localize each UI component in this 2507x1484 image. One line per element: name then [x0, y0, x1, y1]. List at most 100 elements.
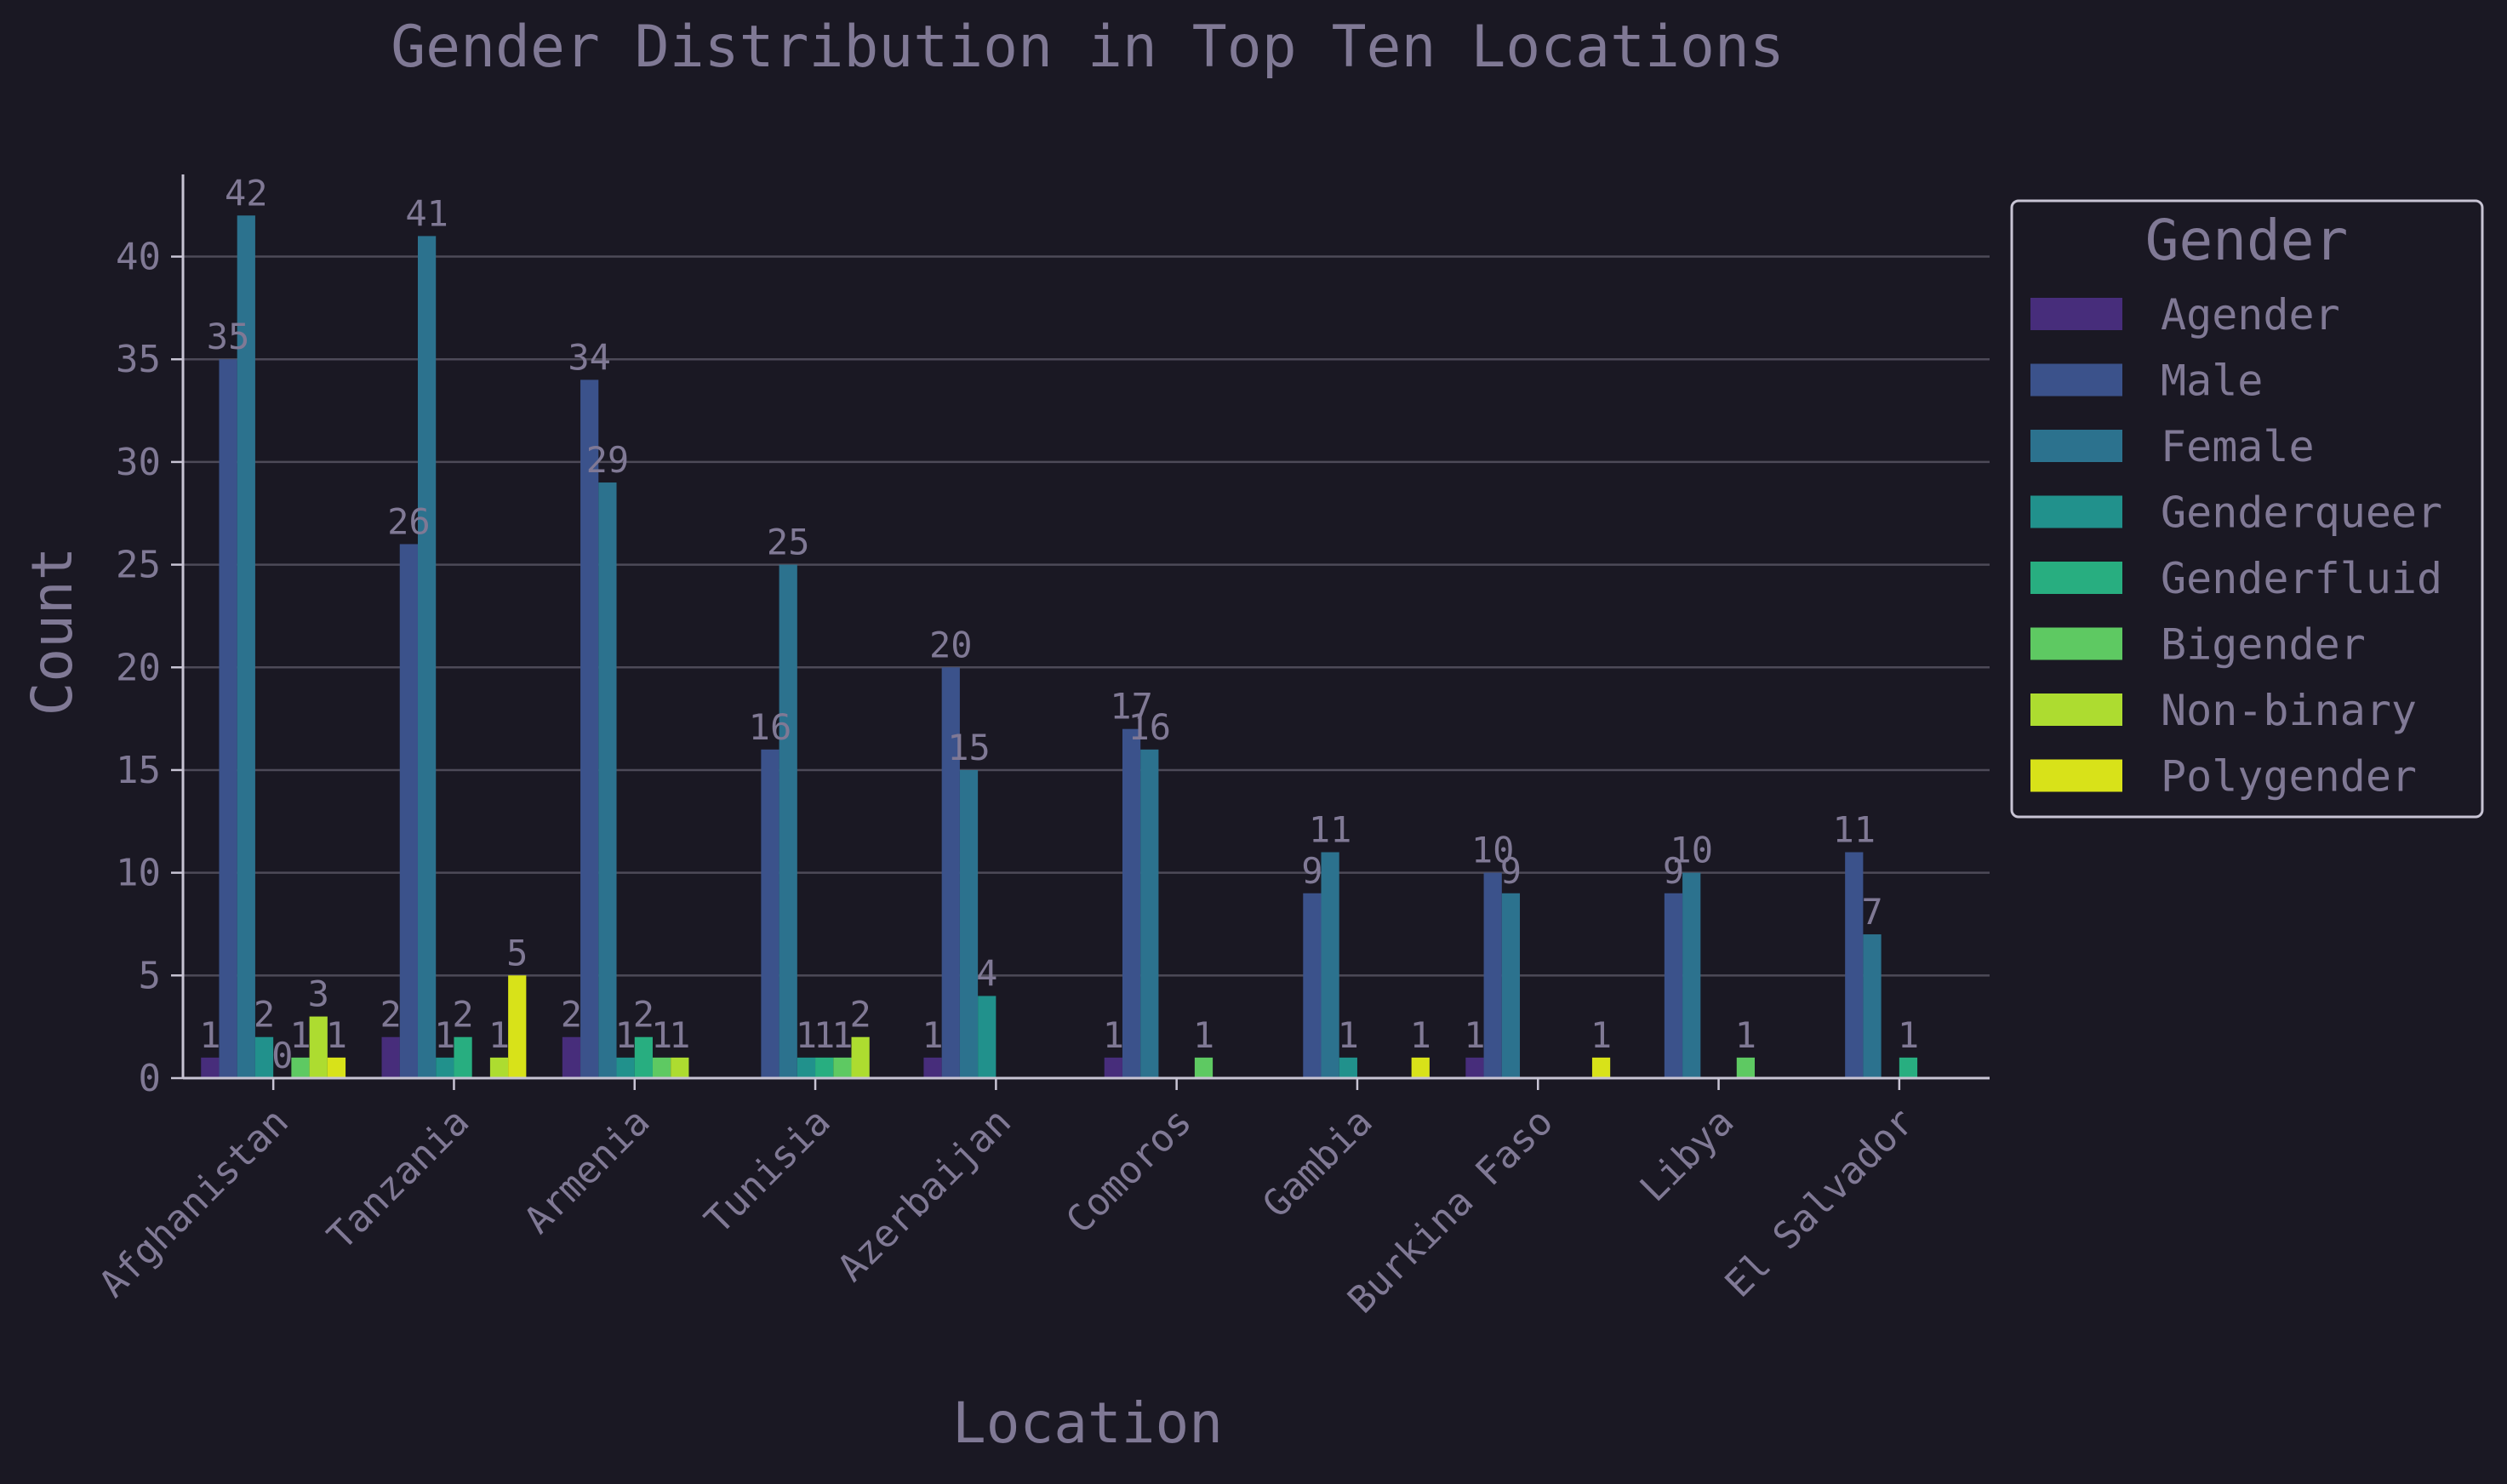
- y-tick-label: 40: [116, 236, 161, 279]
- legend-title: Gender: [2145, 208, 2348, 273]
- legend: Gender Agender Male Female Genderqueer Gende…: [2010, 199, 2484, 819]
- data-label: 15: [947, 727, 991, 768]
- data-label: 1: [1338, 1014, 1359, 1056]
- bar: [1899, 1057, 1918, 1078]
- legend-label: Bigender: [2161, 620, 2366, 670]
- data-label: 42: [225, 172, 268, 214]
- data-label: 35: [207, 316, 250, 357]
- data-label: 9: [1500, 850, 1522, 892]
- data-label: 1: [1464, 1014, 1485, 1056]
- bar: [923, 1057, 942, 1078]
- legend-label: Non-binary: [2161, 686, 2417, 735]
- bar: [219, 359, 237, 1078]
- data-label: 2: [849, 994, 871, 1036]
- data-label: 2: [254, 994, 275, 1036]
- bar: [1736, 1057, 1756, 1078]
- bar: [237, 215, 255, 1079]
- bar: [1501, 893, 1521, 1078]
- data-label: 10: [1670, 830, 1713, 871]
- data-label: 25: [767, 522, 810, 563]
- data-label: 1: [434, 1014, 455, 1056]
- legend-label: Agender: [2161, 290, 2340, 340]
- bar: [761, 749, 780, 1078]
- data-label: 2: [452, 994, 473, 1036]
- legend-label: Female: [2161, 422, 2315, 471]
- y-tick-label: 0: [139, 1057, 162, 1100]
- bar: [1104, 1057, 1122, 1078]
- data-label: 1: [1193, 1014, 1214, 1056]
- data-label: 1: [1410, 1014, 1431, 1056]
- y-tick-label: 35: [116, 338, 161, 381]
- data-label: 17: [1110, 686, 1153, 728]
- data-label: 2: [633, 994, 654, 1036]
- data-label: 34: [568, 336, 611, 378]
- bar: [417, 236, 437, 1079]
- data-label: 1: [922, 1014, 943, 1056]
- y-tick-label: 20: [116, 646, 161, 689]
- bar: [309, 1016, 328, 1078]
- legend-swatch: [2030, 627, 2122, 660]
- bar: [797, 1057, 816, 1078]
- legend-swatch: [2030, 363, 2122, 397]
- grid-lines: [183, 255, 1990, 977]
- bar: [978, 996, 997, 1078]
- y-tick-label: 10: [116, 852, 161, 895]
- data-label: 1: [796, 1014, 817, 1056]
- bar: [489, 1057, 509, 1078]
- legend-swatch: [2030, 693, 2122, 726]
- bar: [833, 1057, 852, 1078]
- y-axis-label: Count: [20, 547, 85, 716]
- bar: [327, 1057, 346, 1078]
- bar: [851, 1036, 870, 1078]
- data-label: 1: [814, 1014, 835, 1056]
- data-label: 9: [1301, 850, 1322, 892]
- bar: [671, 1057, 689, 1078]
- data-label: 2: [561, 994, 582, 1036]
- x-tick-label: Azerbaijan: [830, 1100, 1019, 1290]
- bar: [291, 1057, 310, 1078]
- x-tick-label: Comoros: [1058, 1100, 1200, 1242]
- x-tick-label: El Salvador: [1717, 1100, 1923, 1306]
- bar: [1845, 852, 1864, 1078]
- bar: [399, 544, 418, 1078]
- legend-label: Genderqueer: [2161, 488, 2442, 538]
- data-label: 7: [1861, 891, 1882, 933]
- x-tick-label: Tunisia: [697, 1100, 839, 1242]
- legend-swatch: [2030, 495, 2122, 528]
- legend-swatch: [2030, 759, 2122, 792]
- data-label: 29: [586, 439, 630, 481]
- data-label: 1: [1898, 1014, 1919, 1056]
- legend-swatch: [2030, 430, 2122, 462]
- bar: [580, 380, 599, 1078]
- bar: [1122, 728, 1141, 1078]
- bar: [1339, 1057, 1357, 1078]
- data-label: 26: [387, 500, 431, 542]
- bar: [1140, 749, 1159, 1078]
- data-label: 41: [405, 192, 448, 234]
- bar: [381, 1036, 400, 1078]
- x-tick-label: Tanzania: [319, 1100, 477, 1259]
- bar: [941, 667, 960, 1078]
- data-label: 1: [199, 1014, 220, 1056]
- bar: [1303, 893, 1322, 1078]
- bar: [815, 1057, 834, 1078]
- bar: [508, 975, 527, 1078]
- data-label: 1: [651, 1014, 672, 1056]
- bar: [959, 769, 979, 1078]
- bar: [779, 564, 797, 1078]
- bar: [652, 1057, 671, 1078]
- chart-title: Gender Distribution in Top Ten Locations: [391, 14, 1785, 81]
- bar: [436, 1057, 454, 1078]
- legend-label: Polygender: [2161, 752, 2417, 802]
- legend-label: Male: [2161, 357, 2263, 406]
- bar: [598, 482, 617, 1078]
- data-label: 1: [326, 1014, 347, 1056]
- data-label: 5: [506, 932, 528, 973]
- y-tick-label: 5: [139, 954, 162, 997]
- legend-swatch: [2030, 562, 2122, 594]
- x-tick-label: Armenia: [516, 1100, 658, 1242]
- data-label: 1: [1735, 1014, 1756, 1056]
